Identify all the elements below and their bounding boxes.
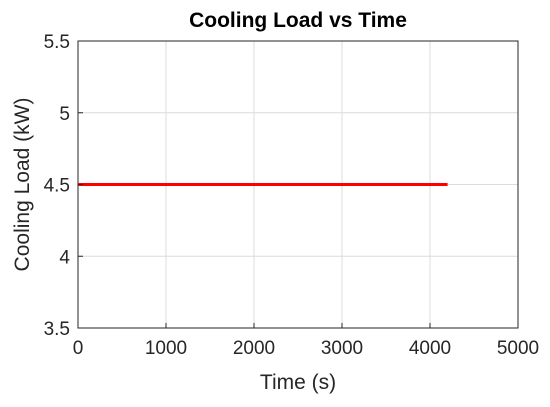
x-tick-labels: 0 1000 2000 3000 4000 5000 (73, 323, 539, 359)
x-tick-label: 5000 (497, 338, 539, 359)
y-axis-label: Cooling Load (kW) (11, 98, 34, 272)
x-tick-label: 2000 (233, 338, 275, 359)
x-tick-label: 3000 (321, 338, 363, 359)
x-tick-label: 0 (73, 338, 84, 359)
x-axis-label: Time (s) (260, 371, 336, 394)
y-tick-label: 4.5 (44, 176, 70, 197)
x-tick-label: 4000 (409, 338, 451, 359)
y-tick-label: 3.5 (44, 319, 70, 340)
chart-title: Cooling Load vs Time (189, 9, 407, 32)
y-tick-label: 4 (59, 247, 70, 268)
y-tick-label: 5 (59, 104, 70, 125)
x-tick-label: 1000 (145, 338, 187, 359)
y-tick-label: 5.5 (44, 32, 70, 53)
y-tick-labels: 3.5 4 4.5 5 5.5 (44, 32, 83, 340)
